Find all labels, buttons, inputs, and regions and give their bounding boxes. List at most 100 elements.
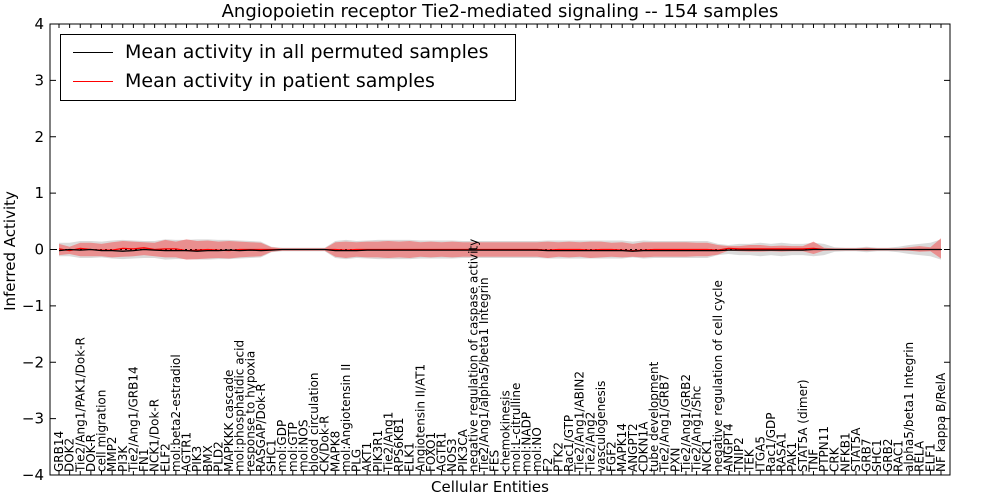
x-tick-label: PIK3R1 <box>371 430 385 472</box>
y-tick-label: 4 <box>34 15 44 33</box>
series-lines <box>58 247 941 252</box>
x-tick-label: RASGAP/Dok-R <box>254 383 268 472</box>
x-tick-label: RPS6KB1 <box>392 417 406 472</box>
y-tick-label: −2 <box>22 353 44 371</box>
x-tick-label: alpha5/beta1 Integrin <box>902 342 916 472</box>
x-tick-label: RASA1 <box>775 432 789 472</box>
x-tick-label: PLG <box>350 449 364 472</box>
x-tick-label: Tie2/Ang1/PAK1/Dok-R <box>73 337 87 473</box>
x-tick-label: mol:phosphatidic acid <box>233 340 247 472</box>
x-tick-label: vasculogenesis <box>594 381 608 472</box>
x-tick-label: RAC1 <box>891 440 905 472</box>
x-tick-label: TNIP2 <box>732 437 746 473</box>
x-tick-label: GRB14 <box>52 431 66 472</box>
x-tick-label: ELF1 <box>923 443 937 472</box>
y-tick-label: 3 <box>34 71 44 89</box>
x-tick-label: NCK1/Dok-R <box>148 399 162 472</box>
chart-title: Angiopoietin receptor Tie2-mediated sign… <box>221 1 779 22</box>
x-tick-label: TEK <box>743 448 757 473</box>
y-tick-label: −4 <box>22 466 44 484</box>
x-tick-label: PAK1 <box>785 442 799 472</box>
x-tick-label: AGTR1 <box>180 432 194 472</box>
x-tick-label: NCK1 <box>700 439 714 472</box>
x-tick-label: PTPN11 <box>817 426 831 472</box>
x-tick-label: AKT1 <box>360 442 374 472</box>
x-tick-label: mol:L-citrulline <box>509 383 523 472</box>
x-tick-label: Tie2/Ang1 <box>381 412 395 473</box>
x-tick-label: STAT5A (dimer) <box>796 379 810 472</box>
x-tick-label: CRK <box>828 446 842 472</box>
x-tick-label: SHC1 <box>870 439 884 472</box>
x-tick-label: FES <box>488 450 502 472</box>
x-tick-label: RELA <box>913 440 927 472</box>
x-tick-label: mol:NO <box>530 427 544 472</box>
y-tick-label: −3 <box>22 410 44 428</box>
x-tick-label: ANGPT4 <box>721 423 735 472</box>
y-tick-label: −1 <box>22 297 44 315</box>
x-tick-label: MMP2 <box>105 436 119 472</box>
x-tick-label: negative regulation of cell cycle <box>711 280 725 472</box>
x-tick-label: Tie2/Ang1/ABIN2 <box>573 371 587 473</box>
x-tick-label: Angiotensin II/AT1 <box>413 364 427 472</box>
legend-swatch-patient <box>73 81 113 82</box>
x-tick-label: STAT5A <box>849 427 863 472</box>
x-tick-label: mol:GDP <box>275 420 289 472</box>
x-tick-label: ELF2 <box>158 443 172 472</box>
plot-frame <box>49 23 951 476</box>
y-tick-label: 1 <box>34 184 44 202</box>
x-tick-label: AGTR1 <box>435 432 449 472</box>
chart-legend: Mean activity in all permuted samples Me… <box>60 34 516 101</box>
x-axis-label: Cellular Entities <box>431 478 549 496</box>
x-tick-label: Tie2/Ang1/alpha5/beta1 Integrin <box>477 277 491 473</box>
x-tick-label: Rac1/GDP <box>764 413 778 472</box>
x-tick-label: ITGA5 <box>753 436 767 472</box>
x-tick-label: Tie2/Ang1/GRB7 <box>658 374 672 473</box>
permuted-mean-line <box>58 248 941 252</box>
x-tick-label: Tie2/Ang2 <box>583 412 597 473</box>
legend-swatch-permuted <box>73 52 113 53</box>
x-tick-label: ELK1 <box>403 442 417 472</box>
y-axis-label: Inferred Activity <box>1 191 19 311</box>
x-tick-label: mol:NADP <box>520 412 534 472</box>
x-tick-label: mol:GTP <box>286 422 300 472</box>
x-tick-label: mol:beta2-estradiol <box>169 354 183 472</box>
x-tick-label: blood circulation <box>307 372 321 472</box>
x-tick-label: FOXO1 <box>424 432 438 472</box>
x-tick-label: MAPKKK cascade <box>222 370 236 472</box>
x-tick-label: MAPK8 <box>328 431 342 472</box>
x-tick-label: DOK2 <box>63 438 77 472</box>
x-tick-label: NOS3 <box>445 438 459 472</box>
x-tick-label: cell migration <box>95 390 109 472</box>
x-tick-label: PIK3 <box>190 446 204 472</box>
x-tick-label: mol:Angiotensin II <box>339 364 353 472</box>
x-tick-label: mol:NOS <box>296 420 310 472</box>
legend-label-patient: Mean activity in patient samples <box>125 70 435 92</box>
x-tick-label: ANGPT2 <box>626 423 640 472</box>
x-tick-label: PTK2 <box>551 442 565 472</box>
x-tick-label: PXN <box>668 448 682 472</box>
x-tick-label: NFKB1 <box>838 432 852 472</box>
x-tick-label: Tie2/Ang1/Shc <box>690 386 704 473</box>
x-tick-label: F2 <box>541 457 555 472</box>
x-tick-label: PI3K <box>116 445 130 472</box>
x-tick-label: SHC1 <box>265 439 279 472</box>
x-tick-label: tube development <box>647 361 661 472</box>
x-tick-label: chemokinesis <box>498 390 512 472</box>
x-tick-label: DOK-R <box>84 434 98 472</box>
x-tick-label: TNF <box>806 449 820 473</box>
x-tick-label: CDKN1A <box>636 421 650 472</box>
x-tick-label: Rac1/GTP <box>562 415 576 472</box>
y-tick-label: 2 <box>34 128 44 146</box>
legend-entry-permuted: Mean activity in all permuted samples <box>61 39 515 67</box>
legend-label-permuted: Mean activity in all permuted samples <box>125 41 489 63</box>
x-tick-label: Tie2/Ang1/GRB14 <box>126 366 140 473</box>
x-tick-label: GRB2 <box>881 438 895 472</box>
x-tick-label: FN1 <box>137 448 151 472</box>
x-tick-label: PLD2 <box>211 441 225 472</box>
legend-entry-patient: Mean activity in patient samples <box>61 68 515 96</box>
axis-ticks: −4 −3 −2 −1 0 1 2 3 4 <box>22 15 950 484</box>
x-tick-label: negative regulation of caspase activity <box>466 239 480 472</box>
x-tick-label: MAPK14 <box>615 423 629 472</box>
